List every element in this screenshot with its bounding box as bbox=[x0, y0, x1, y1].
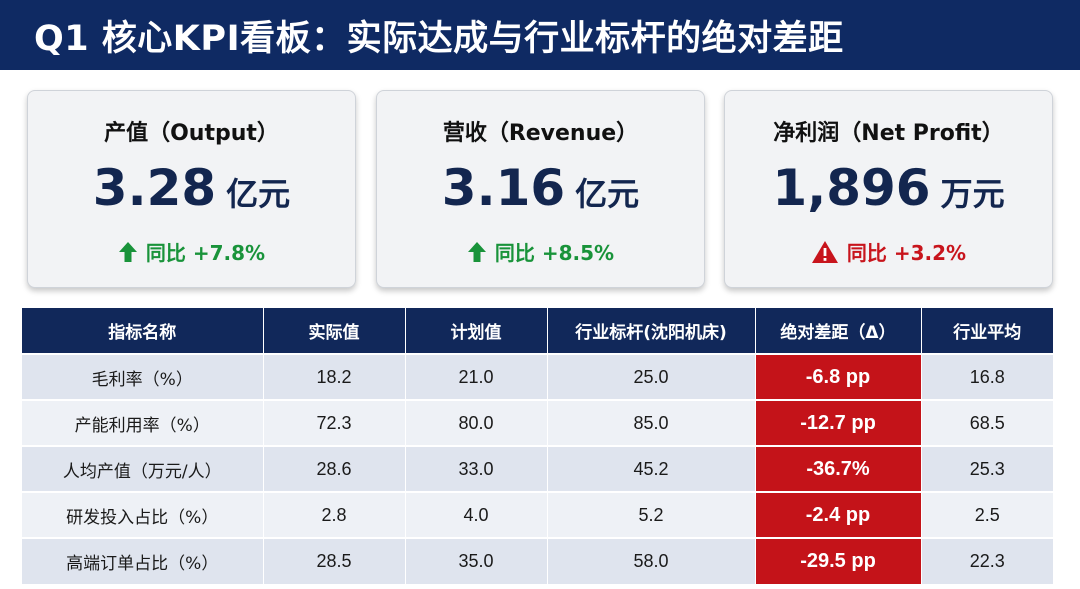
industry-avg-cell: 25.3 bbox=[921, 445, 1053, 492]
gap-cell: -6.8 pp bbox=[755, 353, 922, 400]
card-unit: 亿元 bbox=[575, 175, 640, 213]
industry-avg-cell: 2.5 bbox=[921, 491, 1053, 538]
plan-cell: 21.0 bbox=[405, 353, 548, 400]
kpi-card-output: 产值（Output） 3.28 亿元 同比 +7.8% bbox=[27, 90, 356, 288]
actual-cell: 72.3 bbox=[263, 399, 406, 446]
table-row: 研发投入占比（%） 2.8 4.0 5.2 -2.4 pp 2.5 bbox=[22, 491, 1053, 538]
table-header-row: 指标名称 实际值 计划值 行业标杆(沈阳机床) 绝对差距（Δ） 行业平均 bbox=[22, 308, 1053, 354]
kpi-cards: 产值（Output） 3.28 亿元 同比 +7.8% 营收（Revenue） … bbox=[27, 90, 1053, 288]
card-change: 同比 +7.8% bbox=[28, 237, 355, 266]
card-change-text: 同比 +7.8% bbox=[145, 241, 266, 265]
gap-cell: -12.7 pp bbox=[755, 399, 922, 446]
card-value: 3.16 bbox=[441, 159, 566, 217]
card-value-row: 3.16 亿元 bbox=[377, 159, 704, 217]
actual-cell: 18.2 bbox=[263, 353, 406, 400]
kpi-card-net-profit: 净利润（Net Profit） 1,896 万元 同比 +3.2% bbox=[724, 90, 1053, 288]
benchmark-cell: 5.2 bbox=[547, 491, 756, 538]
kpi-gap-table: 指标名称 实际值 计划值 行业标杆(沈阳机床) 绝对差距（Δ） 行业平均 毛利率… bbox=[22, 308, 1053, 584]
actual-cell: 28.5 bbox=[263, 537, 406, 584]
card-value: 1,896 bbox=[772, 159, 931, 217]
page-header: Q1 核心KPI看板：实际达成与行业标杆的绝对差距 bbox=[0, 0, 1080, 70]
metric-name-cell: 毛利率（%） bbox=[22, 353, 264, 400]
card-unit: 万元 bbox=[940, 175, 1005, 213]
benchmark-cell: 85.0 bbox=[547, 399, 756, 446]
card-value: 3.28 bbox=[92, 159, 217, 217]
card-change: 同比 +3.2% bbox=[725, 237, 1052, 266]
page-title: Q1 核心KPI看板：实际达成与行业标杆的绝对差距 bbox=[34, 18, 844, 59]
card-change-text: 同比 +3.2% bbox=[846, 241, 967, 265]
column-header: 行业标杆(沈阳机床) bbox=[547, 308, 756, 354]
card-change-text: 同比 +8.5% bbox=[494, 241, 615, 265]
card-label: 营收（Revenue） bbox=[442, 121, 639, 146]
metric-name-cell: 研发投入占比（%） bbox=[22, 491, 264, 538]
gap-cell: -29.5 pp bbox=[755, 537, 922, 584]
column-header: 实际值 bbox=[263, 308, 406, 354]
metric-name-cell: 高端订单占比（%） bbox=[22, 537, 264, 584]
card-unit: 亿元 bbox=[226, 175, 291, 213]
warning-icon bbox=[811, 240, 839, 264]
actual-cell: 2.8 bbox=[263, 491, 406, 538]
metric-name-cell: 产能利用率（%） bbox=[22, 399, 264, 446]
column-header: 绝对差距（Δ） bbox=[755, 308, 922, 354]
table-row: 人均产值（万元/人） 28.6 33.0 45.2 -36.7% 25.3 bbox=[22, 445, 1053, 492]
column-header: 行业平均 bbox=[921, 308, 1053, 354]
industry-avg-cell: 22.3 bbox=[921, 537, 1053, 584]
card-value-row: 1,896 万元 bbox=[725, 159, 1052, 217]
column-header: 指标名称 bbox=[22, 308, 264, 354]
plan-cell: 4.0 bbox=[405, 491, 548, 538]
plan-cell: 35.0 bbox=[405, 537, 548, 584]
gap-cell: -2.4 pp bbox=[755, 491, 922, 538]
kpi-card-revenue: 营收（Revenue） 3.16 亿元 同比 +8.5% bbox=[376, 90, 705, 288]
card-label: 净利润（Net Profit） bbox=[773, 121, 1004, 146]
industry-avg-cell: 16.8 bbox=[921, 353, 1053, 400]
actual-cell: 28.6 bbox=[263, 445, 406, 492]
benchmark-cell: 25.0 bbox=[547, 353, 756, 400]
plan-cell: 33.0 bbox=[405, 445, 548, 492]
card-label: 产值（Output） bbox=[104, 121, 279, 146]
table-row: 高端订单占比（%） 28.5 35.0 58.0 -29.5 pp 22.3 bbox=[22, 537, 1053, 584]
plan-cell: 80.0 bbox=[405, 399, 548, 446]
metric-name-cell: 人均产值（万元/人） bbox=[22, 445, 264, 492]
gap-cell: -36.7% bbox=[755, 445, 922, 492]
benchmark-cell: 45.2 bbox=[547, 445, 756, 492]
industry-avg-cell: 68.5 bbox=[921, 399, 1053, 446]
arrow-up-icon bbox=[467, 241, 487, 263]
column-header: 计划值 bbox=[405, 308, 548, 354]
card-change: 同比 +8.5% bbox=[377, 237, 704, 266]
arrow-up-icon bbox=[118, 241, 138, 263]
table-row: 毛利率（%） 18.2 21.0 25.0 -6.8 pp 16.8 bbox=[22, 353, 1053, 400]
card-value-row: 3.28 亿元 bbox=[28, 159, 355, 217]
benchmark-cell: 58.0 bbox=[547, 537, 756, 584]
table-row: 产能利用率（%） 72.3 80.0 85.0 -12.7 pp 68.5 bbox=[22, 399, 1053, 446]
